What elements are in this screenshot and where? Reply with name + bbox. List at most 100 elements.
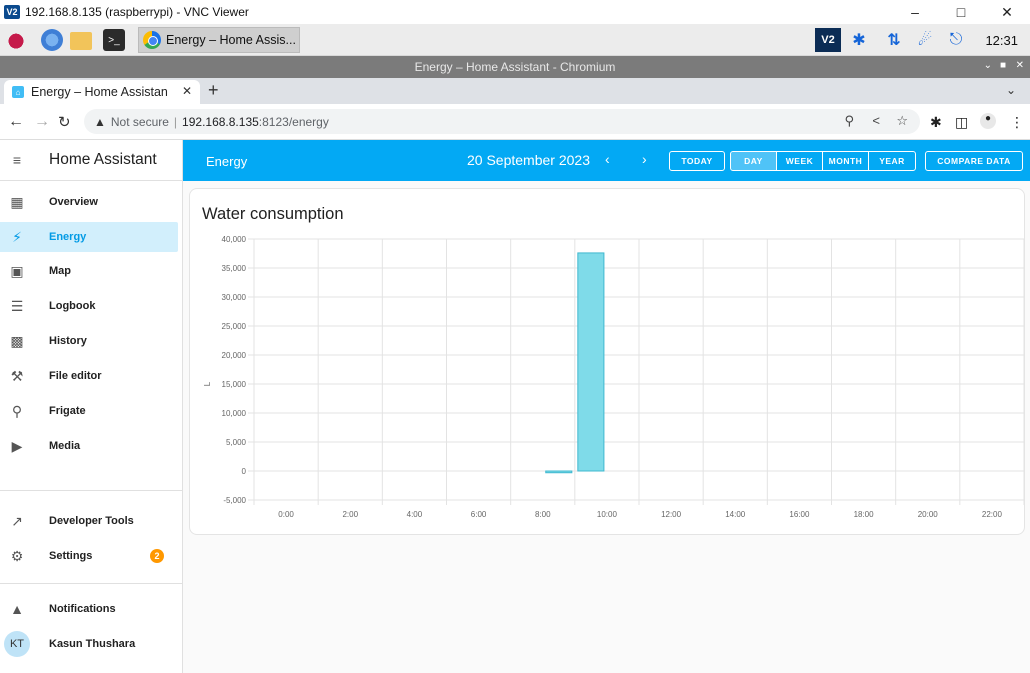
window-close-icon[interactable]: ✕ [1015, 60, 1024, 71]
microphone-icon[interactable]: ⎋ [949, 31, 963, 48]
new-tab-button[interactable]: + [208, 80, 219, 100]
profile-icon[interactable]: ● [980, 113, 996, 129]
y-tick-label: 5,000 [226, 438, 247, 447]
security-label: Not secure [110, 114, 169, 129]
web-browser-icon[interactable] [41, 29, 63, 51]
close-button[interactable]: ✕ [1001, 3, 1013, 20]
window-maximize-icon[interactable]: ■ [999, 60, 1006, 71]
lightning-icon: ⚡ [12, 228, 22, 245]
vnc-window-title: 192.168.8.135 (raspberrypi) - VNC Viewer [25, 5, 249, 19]
vnc-tray-icon[interactable]: V2 [815, 28, 841, 52]
browser-window-title-text: Energy – Home Assistant - Chromium [414, 60, 616, 74]
side-panel-icon[interactable]: ◫ [955, 114, 969, 130]
water-consumption-card: Water consumption 40,000 35,000 30,000 25,0… [189, 188, 1025, 535]
period-week-button[interactable]: WEEK [777, 152, 823, 170]
share-icon[interactable]: < [872, 113, 880, 128]
y-axis-label: L [203, 381, 212, 386]
tab-search-chevron-icon[interactable]: ⌄ [1005, 83, 1016, 97]
bookmark-star-icon[interactable]: ☆ [896, 113, 908, 128]
taskbar-chromium-task[interactable]: Energy – Home Assis... [138, 27, 300, 53]
next-period-icon[interactable]: › [642, 151, 647, 167]
y-tick-label: 0 [242, 467, 247, 476]
address-bar: ← → ↻ ▲ Not secure | 192.168.8.135 :8123… [0, 104, 1030, 140]
browser-tab[interactable]: ⌂ Energy – Home Assistan ✕ [4, 80, 200, 104]
avatar: KT [4, 631, 30, 657]
browser-menu-icon[interactable]: ⋮ [1010, 114, 1024, 130]
clock: 12:31 [985, 33, 1018, 48]
minimize-button[interactable]: – [911, 4, 919, 20]
x-tick-label: 14:00 [725, 510, 746, 519]
settings-badge: 2 [150, 549, 164, 563]
sidebar-item-media[interactable]: ▶ Media [0, 431, 183, 461]
y-tick-label: -5,000 [223, 496, 246, 505]
y-tick-label: 35,000 [222, 264, 247, 273]
compare-data-button[interactable]: COMPARE DATA [925, 151, 1023, 171]
sidebar-item-label: Media [49, 440, 81, 452]
window-minimize-icon[interactable]: ⌄ [983, 60, 992, 71]
grid-icon: ▦ [10, 193, 24, 210]
x-tick-label: 0:00 [278, 510, 294, 519]
period-year-button[interactable]: YEAR [879, 156, 905, 166]
date-label: 20 September 2023 [467, 152, 590, 168]
gear-icon: ⚙ [10, 547, 24, 564]
x-tick-label: 12:00 [661, 510, 682, 519]
y-tick-label: 10,000 [222, 409, 247, 418]
page-title: Energy [206, 154, 248, 169]
sidebar-item-history[interactable]: ▩ History [0, 326, 183, 356]
bell-icon: ▲ [10, 601, 24, 617]
today-button[interactable]: TODAY [669, 151, 725, 171]
sidebar-divider [0, 583, 182, 584]
back-icon[interactable]: ← [8, 113, 24, 130]
sidebar-header: ≡ Home Assistant [0, 140, 182, 181]
raspberry-menu-icon[interactable] [5, 29, 27, 51]
sidebar-item-frigate[interactable]: ⚲ Frigate [0, 396, 183, 426]
sidebar-item-map[interactable]: ▣ Map [0, 256, 183, 286]
file-manager-icon[interactable] [70, 32, 92, 50]
network-icon[interactable]: ⇅ [887, 32, 901, 49]
sidebar-menu-icon[interactable]: ≡ [12, 152, 22, 168]
y-tick-label: 25,000 [222, 322, 247, 331]
tab-title: Energy – Home Assistan [31, 85, 168, 99]
zoom-icon[interactable]: ⚲ [844, 113, 854, 128]
sidebar-item-label: File editor [49, 370, 102, 382]
sidebar-item-developer-tools[interactable]: ↗ Developer Tools [0, 506, 183, 536]
extensions-icon[interactable]: ✱ [930, 114, 942, 130]
x-tick-label: 20:00 [918, 510, 939, 519]
browser-window-title: Energy – Home Assistant - Chromium ⌄ ■ ✕ [0, 56, 1030, 78]
sidebar-item-notifications[interactable]: ▲ Notifications [0, 594, 183, 624]
sidebar-item-label: Energy [49, 231, 87, 243]
sidebar-item-profile[interactable]: KT Kasun Thushara [0, 629, 183, 659]
taskbar-task-label: Energy – Home Assis... [166, 33, 296, 47]
reload-icon[interactable]: ↻ [58, 114, 71, 131]
x-tick-label: 6:00 [471, 510, 487, 519]
sidebar-item-overview[interactable]: ▦ Overview [0, 187, 183, 217]
forward-icon[interactable]: → [34, 113, 50, 130]
sidebar: ≡ Home Assistant ▦ Overview ⚡ Energy ▣ M… [0, 140, 183, 673]
sidebar-item-logbook[interactable]: ☰ Logbook [0, 291, 183, 321]
maximize-button[interactable]: □ [956, 4, 966, 20]
wrench-icon: ⚒ [10, 367, 24, 384]
tab-close-icon[interactable]: ✕ [181, 84, 192, 98]
sidebar-item-label: Kasun Thushara [49, 638, 136, 650]
period-month-button[interactable]: MONTH [823, 152, 869, 170]
sidebar-item-label: Map [49, 265, 71, 277]
volume-icon[interactable]: ☄ [917, 32, 933, 49]
previous-period-icon[interactable]: ‹ [605, 151, 610, 167]
x-tick-label: 4:00 [407, 510, 423, 519]
vnc-titlebar: V2 192.168.8.135 (raspberrypi) - VNC Vie… [0, 0, 1030, 24]
terminal-icon[interactable]: >_ [103, 29, 125, 51]
tab-strip: ⌂ Energy – Home Assistan ✕ + ⌄ [0, 78, 1030, 104]
y-tick-label: 30,000 [222, 293, 247, 302]
sidebar-item-label: Overview [49, 196, 98, 208]
sidebar-item-settings[interactable]: ⚙ Settings 2 [0, 541, 183, 571]
sidebar-item-energy[interactable]: ⚡ Energy [0, 222, 178, 252]
bluetooth-icon[interactable]: ✱ [852, 32, 866, 49]
water-consumption-chart[interactable]: 40,000 35,000 30,000 25,000 20,000 15,000 10,0… [190, 189, 1026, 536]
sidebar-item-label: Logbook [49, 300, 96, 312]
omnibox[interactable]: ▲ Not secure | 192.168.8.135 :8123/energ… [84, 109, 920, 134]
home-assistant-favicon: ⌂ [12, 86, 24, 98]
main-content: Water consumption 40,000 35,000 30,000 25,0… [183, 181, 1030, 673]
period-day-button[interactable]: DAY [731, 152, 777, 170]
sidebar-item-label: Frigate [49, 405, 86, 417]
sidebar-item-file-editor[interactable]: ⚒ File editor [0, 361, 183, 391]
